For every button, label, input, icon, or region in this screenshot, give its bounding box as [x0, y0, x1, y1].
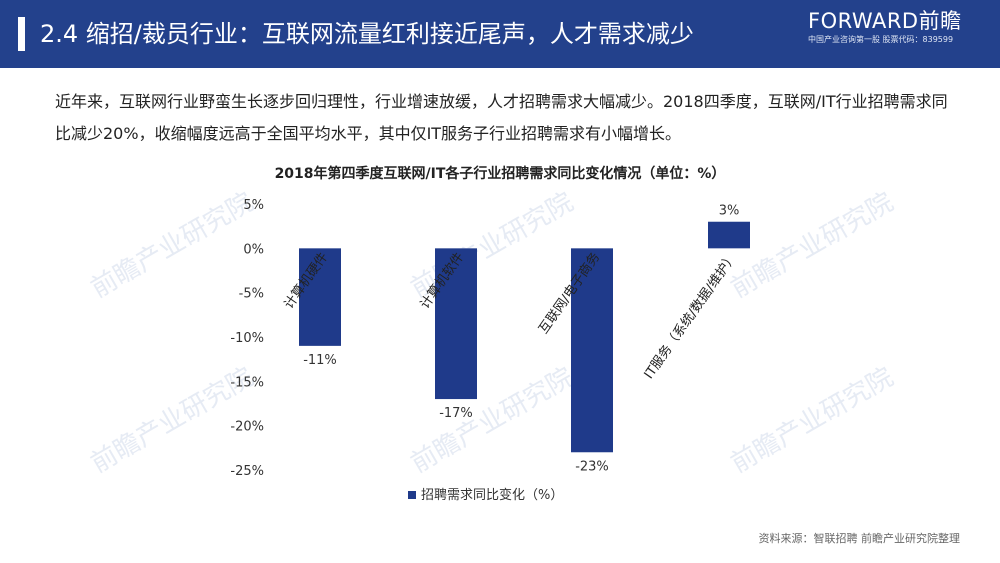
y-tick-label: 0% [243, 242, 264, 257]
y-tick-label: -15% [230, 375, 264, 390]
y-tick-label: 5% [243, 198, 264, 213]
header-bar: 2.4 缩招/裁员行业：互联网流量红利接近尾声，人才需求减少 FORWARD前瞻… [0, 0, 1000, 68]
x-category-label: IT服务（系统/数据/维护） [641, 249, 740, 381]
y-tick-label: -5% [239, 287, 264, 302]
y-tick-label: -10% [230, 331, 264, 346]
bar [571, 248, 613, 453]
intro-paragraph: 近年来，互联网行业野蛮生长逐步回归理性，行业增速放缓，人才招聘需求大幅减少。20… [55, 92, 948, 143]
data-label: -11% [303, 353, 337, 368]
data-label: -23% [575, 459, 609, 474]
page-title: 2.4 缩招/裁员行业：互联网流量红利接近尾声，人才需求减少 [40, 20, 694, 48]
title-accent-bar [18, 17, 25, 51]
brand-logo: FORWARD前瞻 中国产业咨询第一股 股票代码：839599 [808, 8, 988, 60]
y-tick-label: -20% [230, 420, 264, 435]
y-tick-label: -25% [230, 464, 264, 479]
legend-label: 招聘需求同比变化（%） [421, 487, 563, 503]
data-label: 3% [719, 204, 740, 219]
brand-subtitle: 中国产业咨询第一股 股票代码：839599 [808, 35, 954, 44]
source-note: 资料来源：智联招聘 前瞻产业研究院整理 [758, 532, 961, 545]
bar [708, 221, 750, 249]
legend-swatch [408, 491, 416, 499]
bar [299, 248, 341, 346]
bar [435, 248, 477, 400]
brand-name: FORWARD前瞻 [808, 9, 962, 33]
chart-title: 2018年第四季度互联网/IT各子行业招聘需求同比变化情况（单位：%） [274, 166, 726, 182]
data-label: -17% [439, 406, 473, 421]
